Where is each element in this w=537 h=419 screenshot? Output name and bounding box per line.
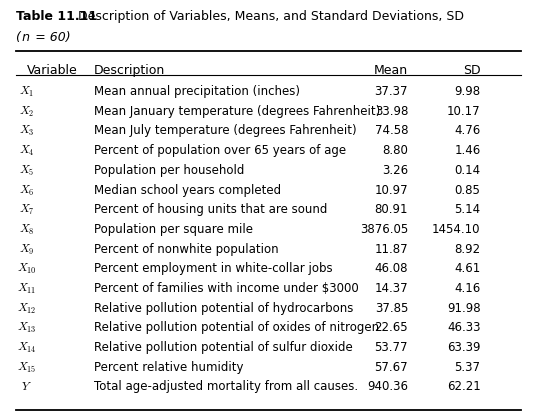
Text: Variable: Variable xyxy=(27,64,78,77)
Text: 57.67: 57.67 xyxy=(374,361,408,374)
Text: Description: Description xyxy=(94,64,165,77)
Text: Percent relative humidity: Percent relative humidity xyxy=(94,361,243,374)
Text: 3.26: 3.26 xyxy=(382,164,408,177)
Text: $X_2$: $X_2$ xyxy=(19,105,34,119)
Text: Percent of nonwhite population: Percent of nonwhite population xyxy=(94,243,279,256)
Text: Percent employment in white-collar jobs: Percent employment in white-collar jobs xyxy=(94,262,332,275)
Text: 8.80: 8.80 xyxy=(382,144,408,157)
Text: Total age-adjusted mortality from all causes.: Total age-adjusted mortality from all ca… xyxy=(94,380,358,393)
Text: 5.14: 5.14 xyxy=(454,203,481,216)
Text: Population per household: Population per household xyxy=(94,164,244,177)
Text: Mean: Mean xyxy=(374,64,408,77)
Text: 0.14: 0.14 xyxy=(454,164,481,177)
Text: 14.37: 14.37 xyxy=(374,282,408,295)
Text: 74.58: 74.58 xyxy=(375,124,408,137)
Text: $X_{11}$: $X_{11}$ xyxy=(17,282,37,296)
Text: 37.37: 37.37 xyxy=(375,85,408,98)
Text: Mean January temperature (degrees Fahrenheit): Mean January temperature (degrees Fahren… xyxy=(94,105,380,118)
Text: $X_5$: $X_5$ xyxy=(19,164,34,178)
Text: 940.36: 940.36 xyxy=(367,380,408,393)
Text: 46.33: 46.33 xyxy=(447,321,481,334)
Text: 8.92: 8.92 xyxy=(454,243,481,256)
Text: $X_7$: $X_7$ xyxy=(19,203,35,217)
Text: 62.21: 62.21 xyxy=(447,380,481,393)
Text: 63.39: 63.39 xyxy=(447,341,481,354)
Text: $X_{12}$: $X_{12}$ xyxy=(17,302,37,316)
Text: Percent of population over 65 years of age: Percent of population over 65 years of a… xyxy=(94,144,346,157)
Text: Table 11.11: Table 11.11 xyxy=(16,10,97,23)
Text: 10.17: 10.17 xyxy=(447,105,481,118)
Text: $X_{14}$: $X_{14}$ xyxy=(17,341,37,355)
Text: $X_9$: $X_9$ xyxy=(19,243,34,256)
Text: Median school years completed: Median school years completed xyxy=(94,184,281,197)
Text: $X_4$: $X_4$ xyxy=(19,144,35,158)
Text: 1454.10: 1454.10 xyxy=(432,223,481,236)
Text: ( n  = 60): ( n = 60) xyxy=(16,31,71,44)
Text: Relative pollution potential of oxides of nitrogen: Relative pollution potential of oxides o… xyxy=(94,321,379,334)
Text: 33.98: 33.98 xyxy=(375,105,408,118)
Text: $X_{13}$: $X_{13}$ xyxy=(17,321,37,335)
Text: Description of Variables, Means, and Standard Deviations, SD: Description of Variables, Means, and Sta… xyxy=(78,10,464,23)
Text: SD: SD xyxy=(463,64,481,77)
Text: Population per square mile: Population per square mile xyxy=(94,223,253,236)
Text: Relative pollution potential of sulfur dioxide: Relative pollution potential of sulfur d… xyxy=(94,341,353,354)
Text: Mean annual precipitation (inches): Mean annual precipitation (inches) xyxy=(94,85,300,98)
Text: 91.98: 91.98 xyxy=(447,302,481,315)
Text: Relative pollution potential of hydrocarbons: Relative pollution potential of hydrocar… xyxy=(94,302,353,315)
Text: 46.08: 46.08 xyxy=(375,262,408,275)
Text: 53.77: 53.77 xyxy=(375,341,408,354)
Text: 4.16: 4.16 xyxy=(454,282,481,295)
Text: $X_{10}$: $X_{10}$ xyxy=(17,262,37,276)
Text: 37.85: 37.85 xyxy=(375,302,408,315)
Text: 80.91: 80.91 xyxy=(375,203,408,216)
Text: 11.87: 11.87 xyxy=(374,243,408,256)
Text: 3876.05: 3876.05 xyxy=(360,223,408,236)
Text: $X_3$: $X_3$ xyxy=(19,124,34,138)
Text: Percent of housing units that are sound: Percent of housing units that are sound xyxy=(94,203,328,216)
Text: 0.85: 0.85 xyxy=(455,184,481,197)
Text: $Y$: $Y$ xyxy=(21,380,32,393)
Text: 4.61: 4.61 xyxy=(454,262,481,275)
Text: 22.65: 22.65 xyxy=(374,321,408,334)
Text: 4.76: 4.76 xyxy=(454,124,481,137)
Text: 1.46: 1.46 xyxy=(454,144,481,157)
Text: 10.97: 10.97 xyxy=(374,184,408,197)
Text: $X_1$: $X_1$ xyxy=(19,85,34,99)
Text: $X_8$: $X_8$ xyxy=(19,223,35,237)
Text: $X_{15}$: $X_{15}$ xyxy=(17,361,37,375)
Text: Mean July temperature (degrees Fahrenheit): Mean July temperature (degrees Fahrenhei… xyxy=(94,124,357,137)
Text: Percent of families with income under $3000: Percent of families with income under $3… xyxy=(94,282,359,295)
Text: $X_6$: $X_6$ xyxy=(19,184,34,197)
Text: 9.98: 9.98 xyxy=(454,85,481,98)
Text: 5.37: 5.37 xyxy=(455,361,481,374)
